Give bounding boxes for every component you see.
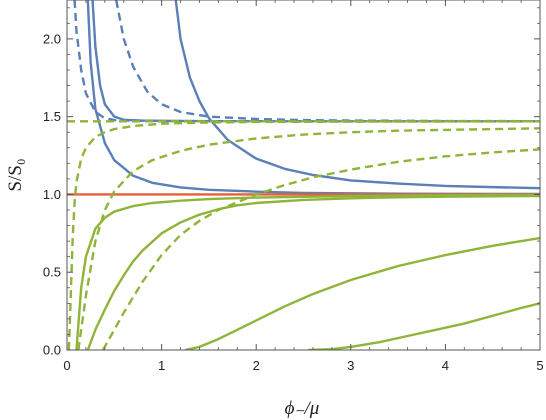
series-line-green-9: [77, 127, 540, 350]
series-line-green-12: [86, 194, 540, 350]
y-axis-title: S/S₀: [5, 158, 26, 191]
series-line-blue-4: [174, 0, 540, 190]
series-line-green-8: [67, 120, 540, 350]
series-line-green-11: [75, 193, 540, 350]
x-tick-label-1: 1: [158, 358, 165, 373]
y-tick-label-2.0: 2.0: [43, 31, 61, 46]
series-line-green-10: [101, 148, 540, 350]
y-tick-label-0.5: 0.5: [43, 265, 61, 280]
x-tick-label-4: 4: [442, 358, 449, 373]
series-line-green-13: [184, 236, 540, 350]
y-tick-label-1.0: 1.0: [43, 187, 61, 202]
plot-frame: [66, 0, 541, 351]
y-tick-label-0.0: 0.0: [43, 343, 61, 358]
series-line-green-14: [308, 302, 540, 350]
x-axis-title: ϕ₋/μ: [285, 398, 320, 419]
y-tick-label-1.5: 1.5: [43, 109, 61, 124]
x-tick-label-3: 3: [347, 358, 354, 373]
x-tick-label-2: 2: [253, 358, 260, 373]
x-tick-label-5: 5: [536, 358, 543, 373]
x-tick-label-0: 0: [63, 358, 70, 373]
